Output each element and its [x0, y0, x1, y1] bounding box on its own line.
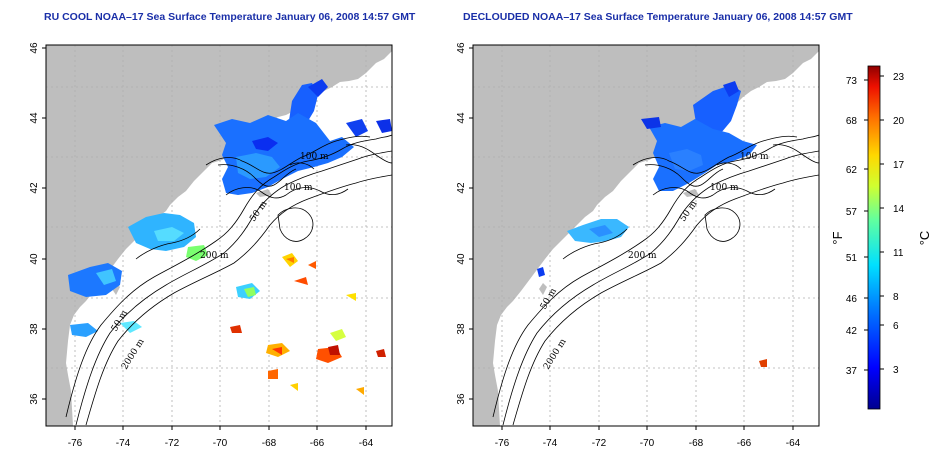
celsius-tick: 3: [893, 365, 899, 376]
fahrenheit-unit: °F: [830, 231, 845, 244]
longitude-tick: -70: [213, 438, 228, 449]
left-map-panel: 100 m 100 m 50 m 200 m 50 m 2000 m 36 38…: [29, 42, 393, 449]
sst-patches: [68, 79, 392, 395]
contour-label: 100 m: [284, 183, 313, 193]
celsius-unit: °C: [917, 231, 932, 246]
contour-label: 100 m: [710, 183, 739, 193]
fahrenheit-tick: 62: [846, 165, 858, 176]
temperature-colorbar: 73 68 62 57 51 46 42 37 23 20 17 14 11 8…: [830, 65, 932, 410]
longitude-tick: -72: [165, 438, 180, 449]
fahrenheit-tick: 51: [846, 253, 858, 264]
longitude-tick: -74: [543, 438, 558, 449]
longitude-tick: -76: [68, 438, 83, 449]
latitude-tick: 38: [29, 323, 40, 335]
latitude-tick: 42: [456, 182, 467, 194]
left-map-title: RU COOL NOAA–17 Sea Surface Temperature …: [44, 11, 416, 23]
latitude-tick: 38: [456, 323, 467, 335]
celsius-tick: 14: [893, 204, 905, 215]
latitude-tick: 46: [456, 42, 467, 54]
longitude-tick: -70: [640, 438, 655, 449]
fahrenheit-tick: 37: [846, 366, 858, 377]
contour-label: 200 m: [628, 251, 657, 261]
longitude-tick: -68: [689, 438, 704, 449]
fahrenheit-tick: 46: [846, 294, 858, 305]
longitude-tick: -74: [116, 438, 131, 449]
latitude-tick: 40: [456, 253, 467, 265]
right-map-panel: 100 m 100 m 50 m 200 m 50 m 2000 m 36 38…: [456, 42, 820, 449]
celsius-tick: 11: [893, 248, 904, 259]
celsius-tick: 6: [893, 321, 899, 332]
celsius-tick: 17: [893, 160, 905, 171]
colorbar-gradient: [867, 65, 881, 410]
contour-label: 100 m: [300, 152, 329, 162]
latitude-tick: 44: [29, 112, 40, 124]
longitude-tick: -68: [262, 438, 277, 449]
contour-label: 200 m: [200, 251, 229, 261]
fahrenheit-tick: 68: [846, 116, 858, 127]
latitude-tick: 44: [456, 112, 467, 124]
celsius-tick: 23: [893, 72, 905, 83]
latitude-tick: 42: [29, 182, 40, 194]
fahrenheit-tick: 42: [846, 326, 858, 337]
fahrenheit-tick: 57: [846, 207, 858, 218]
contour-label: 100 m: [740, 152, 769, 162]
latitude-tick: 36: [456, 393, 467, 405]
longitude-tick: -66: [737, 438, 752, 449]
latitude-tick: 40: [29, 253, 40, 265]
celsius-tick: 20: [893, 116, 905, 127]
longitude-tick: -76: [495, 438, 510, 449]
right-map-title: DECLOUDED NOAA–17 Sea Surface Temperatur…: [463, 11, 853, 23]
longitude-tick: -72: [592, 438, 607, 449]
celsius-tick: 8: [893, 292, 899, 303]
fahrenheit-tick: 73: [846, 76, 858, 87]
longitude-tick: -64: [786, 438, 801, 449]
latitude-tick: 46: [29, 42, 40, 54]
longitude-tick: -64: [359, 438, 374, 449]
longitude-tick: -66: [310, 438, 325, 449]
latitude-tick: 36: [29, 393, 40, 405]
